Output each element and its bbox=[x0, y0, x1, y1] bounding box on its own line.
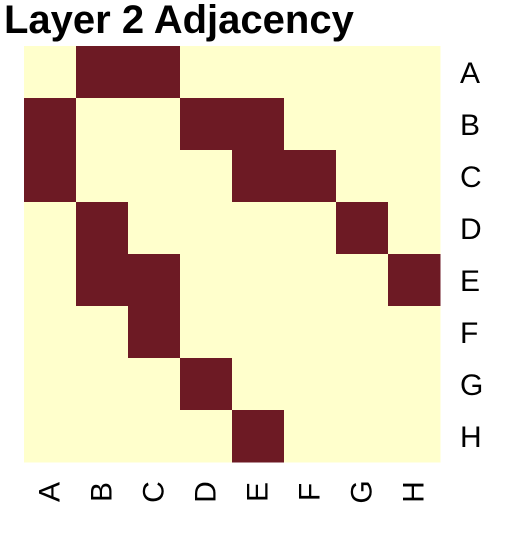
heatmap-cell-G-D bbox=[180, 358, 233, 411]
heatmap-cell-A-B bbox=[76, 46, 129, 99]
heatmap-cell-F-B bbox=[76, 306, 129, 359]
y-tick-label-F: F bbox=[460, 317, 478, 350]
heatmap-cell-H-D bbox=[180, 410, 233, 463]
heatmap-cell-H-G bbox=[336, 410, 389, 463]
heatmap-cell-C-G bbox=[336, 150, 389, 203]
y-tick-label-B: B bbox=[460, 109, 480, 142]
x-tick-label-C: C bbox=[138, 481, 171, 503]
y-tick-label-G: G bbox=[460, 369, 483, 402]
heatmap-cell-F-D bbox=[180, 306, 233, 359]
heatmap-cell-B-E bbox=[232, 98, 285, 151]
heatmap-cell-A-C bbox=[128, 46, 181, 99]
heatmap-cell-H-A bbox=[24, 410, 77, 463]
heatmap-cell-D-F bbox=[284, 202, 337, 255]
heatmap-cell-H-E bbox=[232, 410, 285, 463]
heatmap-cell-B-F bbox=[284, 98, 337, 151]
y-tick-label-A: A bbox=[460, 57, 480, 90]
heatmap-cell-E-F bbox=[284, 254, 337, 307]
heatmap-cell-F-H bbox=[388, 306, 441, 359]
x-tick-label-D: D bbox=[190, 481, 223, 503]
y-tick-label-C: C bbox=[460, 161, 482, 194]
heatmap-cell-C-H bbox=[388, 150, 441, 203]
heatmap-cell-E-B bbox=[76, 254, 129, 307]
chart-title: Layer 2 Adjacency bbox=[4, 0, 354, 42]
heatmap-cell-G-G bbox=[336, 358, 389, 411]
heatmap-cell-H-H bbox=[388, 410, 441, 463]
heatmap-cell-D-E bbox=[232, 202, 285, 255]
heatmap-cell-B-H bbox=[388, 98, 441, 151]
heatmap-cell-E-G bbox=[336, 254, 389, 307]
y-tick-label-E: E bbox=[460, 265, 480, 298]
heatmap-cell-B-C bbox=[128, 98, 181, 151]
heatmap-cell-H-B bbox=[76, 410, 129, 463]
heatmap-cell-H-F bbox=[284, 410, 337, 463]
heatmap-cell-B-G bbox=[336, 98, 389, 151]
heatmap-cell-F-E bbox=[232, 306, 285, 359]
heatmap-cell-A-H bbox=[388, 46, 441, 99]
x-tick-label-A: A bbox=[34, 482, 67, 502]
heatmap-cell-A-A bbox=[24, 46, 77, 99]
heatmap-cell-G-F bbox=[284, 358, 337, 411]
heatmap-cell-F-F bbox=[284, 306, 337, 359]
heatmap-cell-G-E bbox=[232, 358, 285, 411]
heatmap-cell-C-A bbox=[24, 150, 77, 203]
x-tick-label-F: F bbox=[294, 483, 327, 501]
heatmap-cell-D-G bbox=[336, 202, 389, 255]
heatmap-cell-C-E bbox=[232, 150, 285, 203]
x-tick-label-B: B bbox=[86, 482, 119, 502]
heatmap-cell-A-D bbox=[180, 46, 233, 99]
heatmap-cell-E-D bbox=[180, 254, 233, 307]
heatmap-cell-H-C bbox=[128, 410, 181, 463]
heatmap-cell-E-C bbox=[128, 254, 181, 307]
y-tick-label-D: D bbox=[460, 213, 482, 246]
heatmap-cell-G-H bbox=[388, 358, 441, 411]
x-tick-label-H: H bbox=[398, 481, 431, 503]
heatmap-cell-E-H bbox=[388, 254, 441, 307]
heatmap-cells bbox=[24, 46, 441, 463]
heatmap-cell-D-C bbox=[128, 202, 181, 255]
x-tick-label-G: G bbox=[346, 480, 379, 503]
heatmap-cell-F-C bbox=[128, 306, 181, 359]
heatmap-cell-G-A bbox=[24, 358, 77, 411]
heatmap-cell-C-D bbox=[180, 150, 233, 203]
heatmap-cell-B-D bbox=[180, 98, 233, 151]
heatmap-cell-F-A bbox=[24, 306, 77, 359]
heatmap-cell-D-D bbox=[180, 202, 233, 255]
heatmap-cell-D-B bbox=[76, 202, 129, 255]
heatmap-cell-G-B bbox=[76, 358, 129, 411]
heatmap-cell-G-C bbox=[128, 358, 181, 411]
heatmap-cell-E-E bbox=[232, 254, 285, 307]
heatmap-cell-F-G bbox=[336, 306, 389, 359]
y-tick-label-H: H bbox=[460, 421, 482, 454]
heatmap-cell-D-A bbox=[24, 202, 77, 255]
heatmap-cell-C-C bbox=[128, 150, 181, 203]
heatmap-cell-A-F bbox=[284, 46, 337, 99]
x-tick-label-E: E bbox=[242, 482, 275, 502]
heatmap-cell-D-H bbox=[388, 202, 441, 255]
heatmap-cell-C-F bbox=[284, 150, 337, 203]
heatmap-cell-A-G bbox=[336, 46, 389, 99]
heatmap-cell-C-B bbox=[76, 150, 129, 203]
heatmap-cell-A-E bbox=[232, 46, 285, 99]
heatmap-cell-B-B bbox=[76, 98, 129, 151]
heatmap-cell-E-A bbox=[24, 254, 77, 307]
heatmap-cell-B-A bbox=[24, 98, 77, 151]
